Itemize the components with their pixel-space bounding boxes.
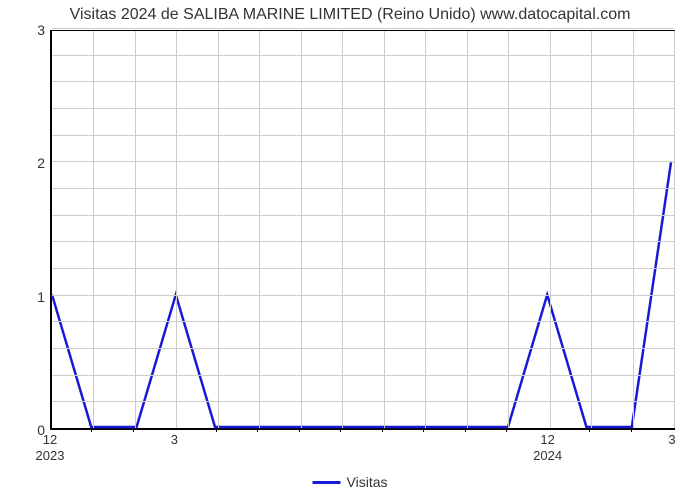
x-axis-label: 3 <box>668 432 675 447</box>
x-tick <box>340 428 341 432</box>
chart-title: Visitas 2024 de SALIBA MARINE LIMITED (R… <box>0 0 700 24</box>
x-tick <box>589 428 590 432</box>
gridline-h <box>52 81 674 82</box>
x-axis-label: 12 <box>43 432 57 447</box>
legend: Visitas <box>313 474 388 490</box>
x-tick <box>91 428 92 432</box>
gridline-h <box>52 401 674 402</box>
y-axis-label: 2 <box>5 155 45 171</box>
legend-swatch <box>313 481 341 484</box>
gridline-h <box>52 241 674 242</box>
gridline-v <box>508 31 509 428</box>
gridline-h <box>52 161 674 162</box>
x-tick <box>506 428 507 432</box>
gridline-h <box>52 28 674 29</box>
y-axis-label: 0 <box>5 422 45 438</box>
x-axis-sublabel: 2024 <box>533 448 562 463</box>
gridline-v <box>674 31 675 428</box>
gridline-v <box>591 31 592 428</box>
gridline-v <box>93 31 94 428</box>
gridline-v <box>259 31 260 428</box>
gridline-v <box>135 31 136 428</box>
gridline-h <box>52 295 674 296</box>
y-axis-label: 3 <box>5 22 45 38</box>
line-series <box>52 31 674 428</box>
x-tick <box>465 428 466 432</box>
gridline-v <box>342 31 343 428</box>
gridline-h <box>52 268 674 269</box>
gridline-h <box>52 135 674 136</box>
gridline-h <box>52 215 674 216</box>
gridline-h <box>52 108 674 109</box>
gridline-v <box>384 31 385 428</box>
gridline-h <box>52 188 674 189</box>
x-tick <box>133 428 134 432</box>
x-tick <box>423 428 424 432</box>
plot-area <box>50 30 675 430</box>
gridline-v <box>218 31 219 428</box>
gridline-v <box>550 31 551 428</box>
x-axis-label: 3 <box>171 432 178 447</box>
x-tick <box>299 428 300 432</box>
gridline-h <box>52 375 674 376</box>
gridline-v <box>633 31 634 428</box>
gridline-h <box>52 321 674 322</box>
x-tick <box>631 428 632 432</box>
y-axis-label: 1 <box>5 289 45 305</box>
x-tick <box>382 428 383 432</box>
x-axis-label: 12 <box>540 432 554 447</box>
legend-label: Visitas <box>347 474 388 490</box>
x-axis-sublabel: 2023 <box>36 448 65 463</box>
gridline-h <box>52 348 674 349</box>
x-tick <box>257 428 258 432</box>
x-tick <box>216 428 217 432</box>
gridline-h <box>52 55 674 56</box>
gridline-v <box>425 31 426 428</box>
gridline-v <box>176 31 177 428</box>
gridline-v <box>467 31 468 428</box>
gridline-v <box>301 31 302 428</box>
